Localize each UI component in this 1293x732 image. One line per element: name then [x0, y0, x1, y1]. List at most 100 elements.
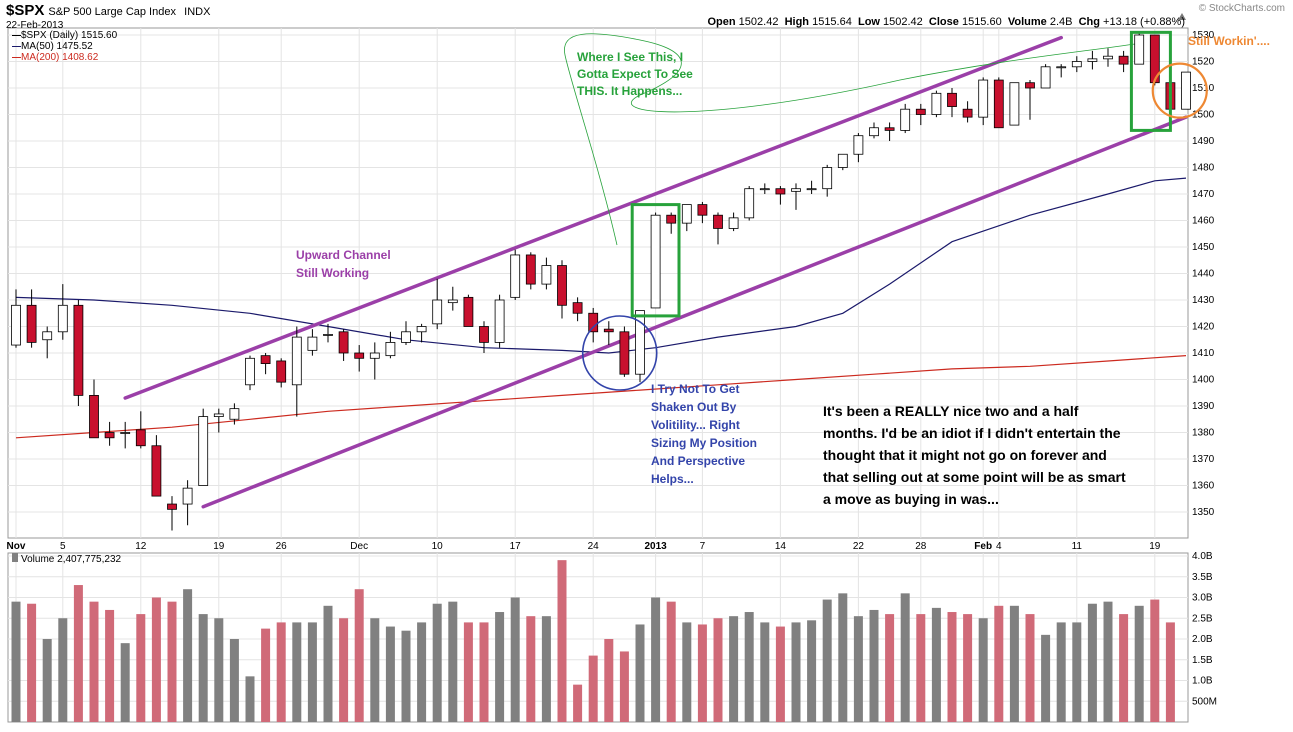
volume-bar: [198, 614, 208, 722]
volume-bar: [339, 618, 349, 722]
volume-bar: [151, 597, 161, 722]
symbol-name: S&P 500 Large Cap Index: [48, 6, 176, 18]
candle-body: [619, 331, 630, 375]
candle-body: [1087, 58, 1098, 62]
stockcharts-brand: © StockCharts.com: [1198, 3, 1285, 14]
volume-bar: [963, 614, 973, 722]
x-tick-label: 5: [60, 541, 66, 552]
volume-tick-label: 1.0B: [1192, 676, 1213, 687]
volume-bar: [1041, 634, 1051, 722]
x-tick-label: 19: [1149, 541, 1161, 552]
volume-bar: [261, 628, 271, 722]
candle-body: [744, 188, 755, 219]
volume-bar: [885, 614, 895, 722]
channel-lower-line: [201, 115, 1188, 509]
candle-body: [323, 334, 333, 336]
highlight-circle-volatility: [581, 315, 658, 391]
candle-body: [557, 265, 567, 306]
volume-bar: [1119, 614, 1129, 722]
annotation-expect: Where I See This, I Gotta Expect To See …: [577, 50, 693, 98]
volume-bar: [994, 605, 1004, 722]
volume-bar: [682, 622, 692, 722]
volume-bar: [526, 616, 536, 722]
volume-bar: [916, 614, 926, 722]
candle-body: [1103, 55, 1113, 60]
x-tick-label: 17: [510, 541, 522, 552]
volume-bar: [479, 622, 489, 722]
volume-bar: [1103, 601, 1113, 722]
candle-body: [73, 304, 84, 396]
candle-body: [291, 336, 302, 386]
candle-body: [369, 352, 380, 359]
volume-bar: [73, 585, 83, 722]
candle-body: [213, 413, 224, 418]
volume-bar: [510, 597, 520, 722]
price-tick-label: 1520: [1192, 57, 1215, 68]
candle-body: [806, 188, 817, 191]
ohlc-readout: Open 1502.42 High 1515.64 Low 1502.42 Cl…: [707, 16, 1185, 28]
price-tick-label: 1510: [1192, 83, 1215, 94]
volume-bar: [136, 614, 146, 722]
candle-body: [650, 214, 661, 309]
volume-bar: [432, 603, 442, 722]
price-tick-label: 1460: [1192, 216, 1215, 227]
volume-bar: [370, 618, 380, 722]
volume-bar: [1134, 605, 1144, 722]
volume-bar: [1165, 622, 1175, 722]
price-tick-label: 1440: [1192, 269, 1215, 280]
volume-bar: [89, 601, 99, 722]
x-tick-label: 11: [1072, 541, 1083, 552]
legend-price: $SPX (Daily) 1515.60: [12, 30, 117, 41]
volume-bar: [619, 651, 629, 722]
candle-body: [993, 79, 1004, 129]
volume-bar: [1087, 603, 1097, 722]
candle-body: [603, 328, 614, 333]
annotation-callout-curve: [564, 33, 1136, 246]
volume-bar: [463, 622, 473, 722]
volume-bar: [900, 593, 910, 722]
volume-bar: [27, 603, 37, 722]
annotation-volatility: I Try Not To Get Shaken Out By Volitilit…: [651, 382, 758, 486]
candle-body: [900, 108, 911, 131]
price-tick-label: 1350: [1192, 507, 1215, 518]
x-tick-label: 10: [432, 541, 444, 552]
candle-body: [1134, 34, 1145, 65]
x-tick-label: Nov: [7, 541, 26, 552]
candle-body: [915, 108, 926, 115]
candle-body: [1056, 66, 1067, 69]
candle-body: [947, 92, 957, 107]
candle-body: [26, 304, 37, 343]
x-tick-label: 24: [588, 541, 600, 552]
candle-body: [884, 127, 895, 131]
price-tick-label: 1400: [1192, 375, 1215, 386]
volume-bar: [495, 612, 505, 722]
volume-bar: [1072, 622, 1082, 722]
volume-bar: [11, 601, 21, 722]
volume-tick-label: 500M: [1192, 696, 1217, 707]
symbol-ticker: $SPX: [6, 2, 45, 19]
candle-body: [1071, 61, 1082, 68]
volume-bar: [58, 618, 68, 722]
volume-bar: [604, 639, 614, 722]
candle-body: [853, 135, 864, 155]
x-tick-label: 4: [996, 541, 1002, 552]
candle-body: [1009, 82, 1020, 126]
candle-body: [432, 299, 443, 325]
candle-body: [791, 188, 801, 192]
highlight-box-breakout: [630, 203, 681, 318]
candle-body: [869, 127, 879, 137]
candle-body: [1118, 55, 1129, 65]
volume-bar: [947, 612, 957, 722]
candle-body: [822, 167, 833, 190]
candle-body: [447, 299, 458, 304]
volume-bar: [401, 630, 411, 722]
price-tick-label: 1420: [1192, 322, 1215, 333]
volume-bar: [588, 655, 598, 722]
volume-bar: [183, 589, 193, 722]
volume-bar: [744, 612, 754, 722]
candle-body: [229, 408, 240, 420]
price-tick-label: 1410: [1192, 348, 1215, 359]
candle-body: [479, 326, 489, 343]
volume-bar: [323, 605, 333, 722]
